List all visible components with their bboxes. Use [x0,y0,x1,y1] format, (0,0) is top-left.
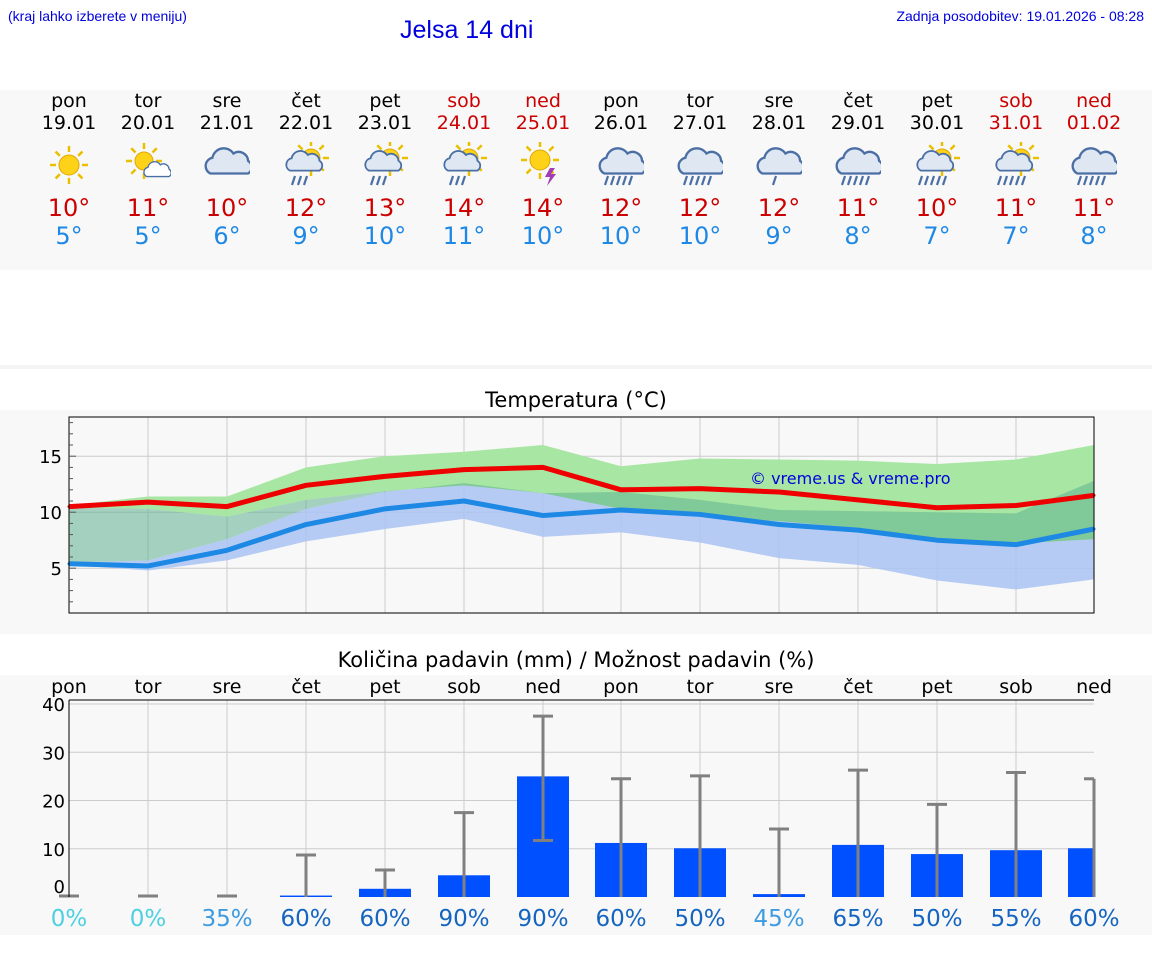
min-temp: 5° [134,222,162,250]
location-menu-link[interactable]: (kraj lahko izberete v meniju) [8,8,187,24]
forecast-panel [0,90,1152,270]
cloud-light-rain-icon [756,147,802,186]
last-update: Zadnja posodobitev: 19.01.2026 - 08:28 [896,8,1144,24]
temperature-chart-title: Temperatura (°C) [485,388,667,412]
day-date: 31.01 [988,112,1044,134]
sun-cloud-rain-icon [285,142,329,186]
day-date: 27.01 [672,112,728,134]
day-name: sre [212,90,242,112]
precipitation-chart-title: Količina padavin (mm) / Možnost padavin … [337,648,815,672]
day-date: 26.01 [593,112,649,134]
max-temp: 13° [363,194,407,222]
temperature-panel [0,410,1152,634]
min-temp: 10° [678,222,722,250]
day-date: 25.01 [515,112,571,134]
min-temp: 7° [923,222,951,250]
cloud-icon [204,147,250,175]
day-name: čet [843,90,873,112]
day-name: pet [369,90,401,112]
day-name: pon [51,90,87,112]
forecast-day: tor 20.01 11° 5° [109,90,187,250]
day-date: 19.01 [41,112,97,134]
day-date: 28.01 [751,112,807,134]
forecast-day: tor 27.01 12° 10° [661,90,739,250]
min-temp: 6° [213,222,241,250]
min-temp: 7° [1002,222,1030,250]
day-name: ned [1076,90,1112,112]
day-name: sob [999,90,1033,112]
forecast-day: sre 28.01 12° 9° [740,90,818,250]
max-temp: 11° [126,194,170,222]
forecast-day: sob 24.01 14° 11° [425,90,503,250]
sun-thunder-icon [521,142,559,186]
day-date: 20.01 [120,112,176,134]
sun-cloud-heavy-rain-icon [916,142,960,186]
min-temp: 11° [442,222,486,250]
forecast-day: ned 01.02 11° 8° [1055,90,1133,250]
min-temp: 9° [292,222,320,250]
page-title: Jelsa 14 dni [400,16,534,44]
sun-icon [50,146,88,184]
sun-cloud-rain-icon [443,142,487,186]
day-date: 30.01 [909,112,965,134]
min-temp: 5° [55,222,83,250]
day-name: sre [764,90,794,112]
day-date: 22.01 [278,112,334,134]
max-temp: 12° [678,194,722,222]
forecast-day: ned 25.01 14° 10° [504,90,582,250]
day-name: pon [603,90,639,112]
max-temp: 14° [521,194,565,222]
sun-cloud-heavy-rain-icon [995,142,1039,186]
day-date: 29.01 [830,112,886,134]
min-temp: 8° [844,222,872,250]
min-temp: 10° [599,222,643,250]
min-temp: 10° [521,222,565,250]
max-temp: 10° [915,194,959,222]
day-date: 23.01 [357,112,413,134]
precipitation-panel [0,675,1152,935]
day-name: sob [447,90,481,112]
day-name: ned [525,90,561,112]
sun-cloud-rain-icon [364,142,408,186]
max-temp: 11° [836,194,880,222]
max-temp: 10° [47,194,91,222]
max-temp: 12° [284,194,328,222]
day-name: tor [686,90,714,112]
cloud-rain-icon [598,147,644,186]
cloud-rain-icon [1071,147,1117,186]
divider [0,365,1152,369]
min-temp: 10° [363,222,407,250]
cloud-rain-icon [677,147,723,186]
forecast-day: sob 31.01 11° 7° [977,90,1055,250]
day-date: 24.01 [436,112,492,134]
cloud-rain-icon [835,147,881,186]
max-temp: 11° [994,194,1038,222]
max-temp: 10° [205,194,249,222]
day-date: 01.02 [1066,112,1122,134]
forecast-day: pon 26.01 12° 10° [582,90,660,250]
min-temp: 9° [765,222,793,250]
day-name: pet [921,90,953,112]
max-temp: 14° [442,194,486,222]
day-name: tor [134,90,162,112]
day-date: 21.01 [199,112,255,134]
min-temp: 8° [1080,222,1108,250]
max-temp: 12° [757,194,801,222]
forecast-day: pon 19.01 10° 5° [30,90,108,250]
max-temp: 11° [1072,194,1116,222]
sun-cloud-icon [126,143,171,179]
max-temp: 12° [599,194,643,222]
forecast-day: pet 23.01 13° 10° [346,90,424,250]
forecast-day: čet 29.01 11° 8° [819,90,897,250]
forecast-day: pet 30.01 10° 7° [898,90,976,250]
day-name: čet [291,90,321,112]
forecast-day: sre 21.01 10° 6° [188,90,266,250]
forecast-day: čet 22.01 12° 9° [267,90,345,250]
